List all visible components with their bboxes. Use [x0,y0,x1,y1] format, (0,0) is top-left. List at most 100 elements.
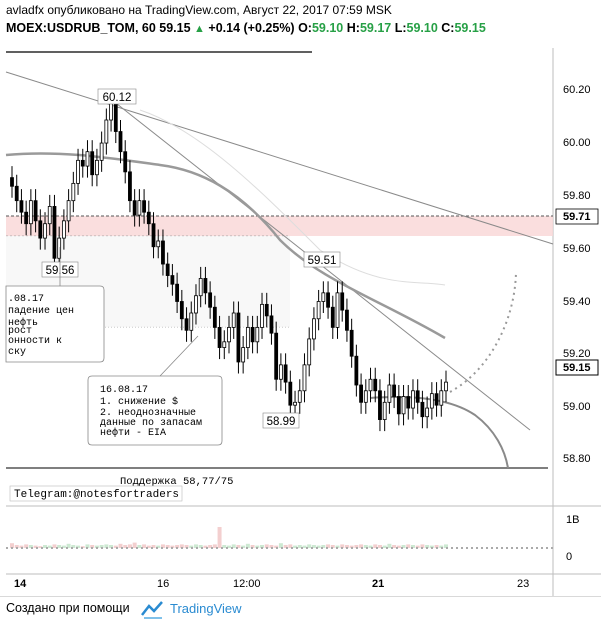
candle[interactable] [260,303,264,328]
candle[interactable] [170,275,175,285]
candle[interactable] [359,384,363,403]
candle[interactable] [184,318,189,331]
candle[interactable] [420,401,425,418]
candle[interactable] [208,292,213,308]
candle[interactable] [19,200,24,213]
candle[interactable] [76,159,80,184]
candle[interactable] [392,384,397,397]
candle[interactable] [203,278,208,294]
candle[interactable] [429,393,434,409]
candle[interactable] [411,390,415,409]
candle[interactable] [368,378,373,392]
candle[interactable] [175,283,180,302]
candle[interactable] [382,401,387,420]
candle[interactable] [165,263,170,276]
candle[interactable] [38,220,43,239]
candle[interactable] [316,301,321,320]
candle[interactable] [80,159,85,167]
candle[interactable] [146,211,151,225]
candle[interactable] [444,381,448,392]
candle[interactable] [312,318,316,340]
candle[interactable] [28,200,33,225]
candle[interactable] [132,200,137,216]
candle[interactable] [161,240,165,265]
candle[interactable] [66,200,71,222]
candle[interactable] [302,364,307,392]
candle[interactable] [123,151,128,173]
candle[interactable] [434,393,439,406]
tradingview-logo-icon[interactable] [140,599,166,621]
candle[interactable] [71,182,76,202]
candle[interactable] [345,309,349,331]
tradingview-brand-link[interactable]: TradingView [170,601,242,616]
candle[interactable] [142,200,146,213]
candle[interactable] [245,327,250,348]
candle[interactable] [43,223,47,239]
candle[interactable] [113,102,118,132]
candle[interactable] [236,312,241,363]
candle[interactable] [269,315,274,334]
candle[interactable] [274,332,279,380]
candle[interactable] [57,237,62,259]
candle[interactable] [85,151,90,167]
candle[interactable] [194,295,198,314]
candle[interactable] [297,390,302,403]
candle[interactable] [288,381,293,406]
candle[interactable] [128,171,132,202]
note1-box[interactable] [5,285,105,363]
candle[interactable] [14,185,19,202]
candle[interactable] [354,355,359,386]
candle[interactable] [283,364,288,383]
candle[interactable] [378,390,382,420]
candle[interactable] [137,200,142,216]
candle[interactable] [95,159,99,176]
candle[interactable] [415,390,420,403]
candle[interactable] [227,327,231,343]
candle[interactable] [104,119,109,144]
candle[interactable] [33,200,38,222]
candle[interactable] [250,327,255,343]
candle[interactable] [349,329,354,357]
candle[interactable] [255,327,260,343]
candle[interactable] [387,384,392,403]
candle[interactable] [99,142,104,161]
candle[interactable] [217,327,222,348]
candle[interactable] [401,396,406,415]
candle[interactable] [293,401,297,406]
candle[interactable] [24,211,29,225]
candle[interactable] [330,306,335,328]
candle[interactable] [340,292,345,311]
candle[interactable] [222,341,227,348]
candle[interactable] [264,303,269,317]
author-name[interactable]: avladfx [6,3,45,17]
candle[interactable] [326,292,330,308]
candle[interactable] [151,223,156,248]
price-chart[interactable]: 60.12 59.56 59.51 58.99 .08.17 падение ц… [0,0,601,596]
candle[interactable] [373,378,378,392]
candle[interactable] [321,292,326,302]
candle[interactable] [231,312,236,328]
note2-box[interactable] [87,375,223,446]
candle[interactable] [10,177,14,187]
candle[interactable] [241,347,246,363]
candle[interactable] [425,407,430,418]
time-axis[interactable]: 14 16 12:00 21 23 [14,578,529,590]
candle[interactable] [61,220,66,239]
candle[interactable] [90,151,95,176]
candle[interactable] [189,312,194,331]
candle[interactable] [118,131,123,153]
candle[interactable] [47,206,52,225]
candle[interactable] [109,102,113,121]
candle[interactable] [396,396,401,415]
candle[interactable] [52,206,57,259]
price-axis[interactable]: 60.20 60.00 59.80 59.60 59.40 59.20 59.0… [563,84,591,465]
candle[interactable] [439,390,444,406]
candle[interactable] [363,390,368,403]
candle[interactable] [278,364,283,380]
candle[interactable] [335,292,340,328]
candle[interactable] [198,278,203,297]
candle[interactable] [406,396,411,409]
symbol-name[interactable]: MOEX:USDRUB_TOM, 60 [6,21,156,35]
candle[interactable] [307,338,312,366]
candle[interactable] [179,301,184,320]
